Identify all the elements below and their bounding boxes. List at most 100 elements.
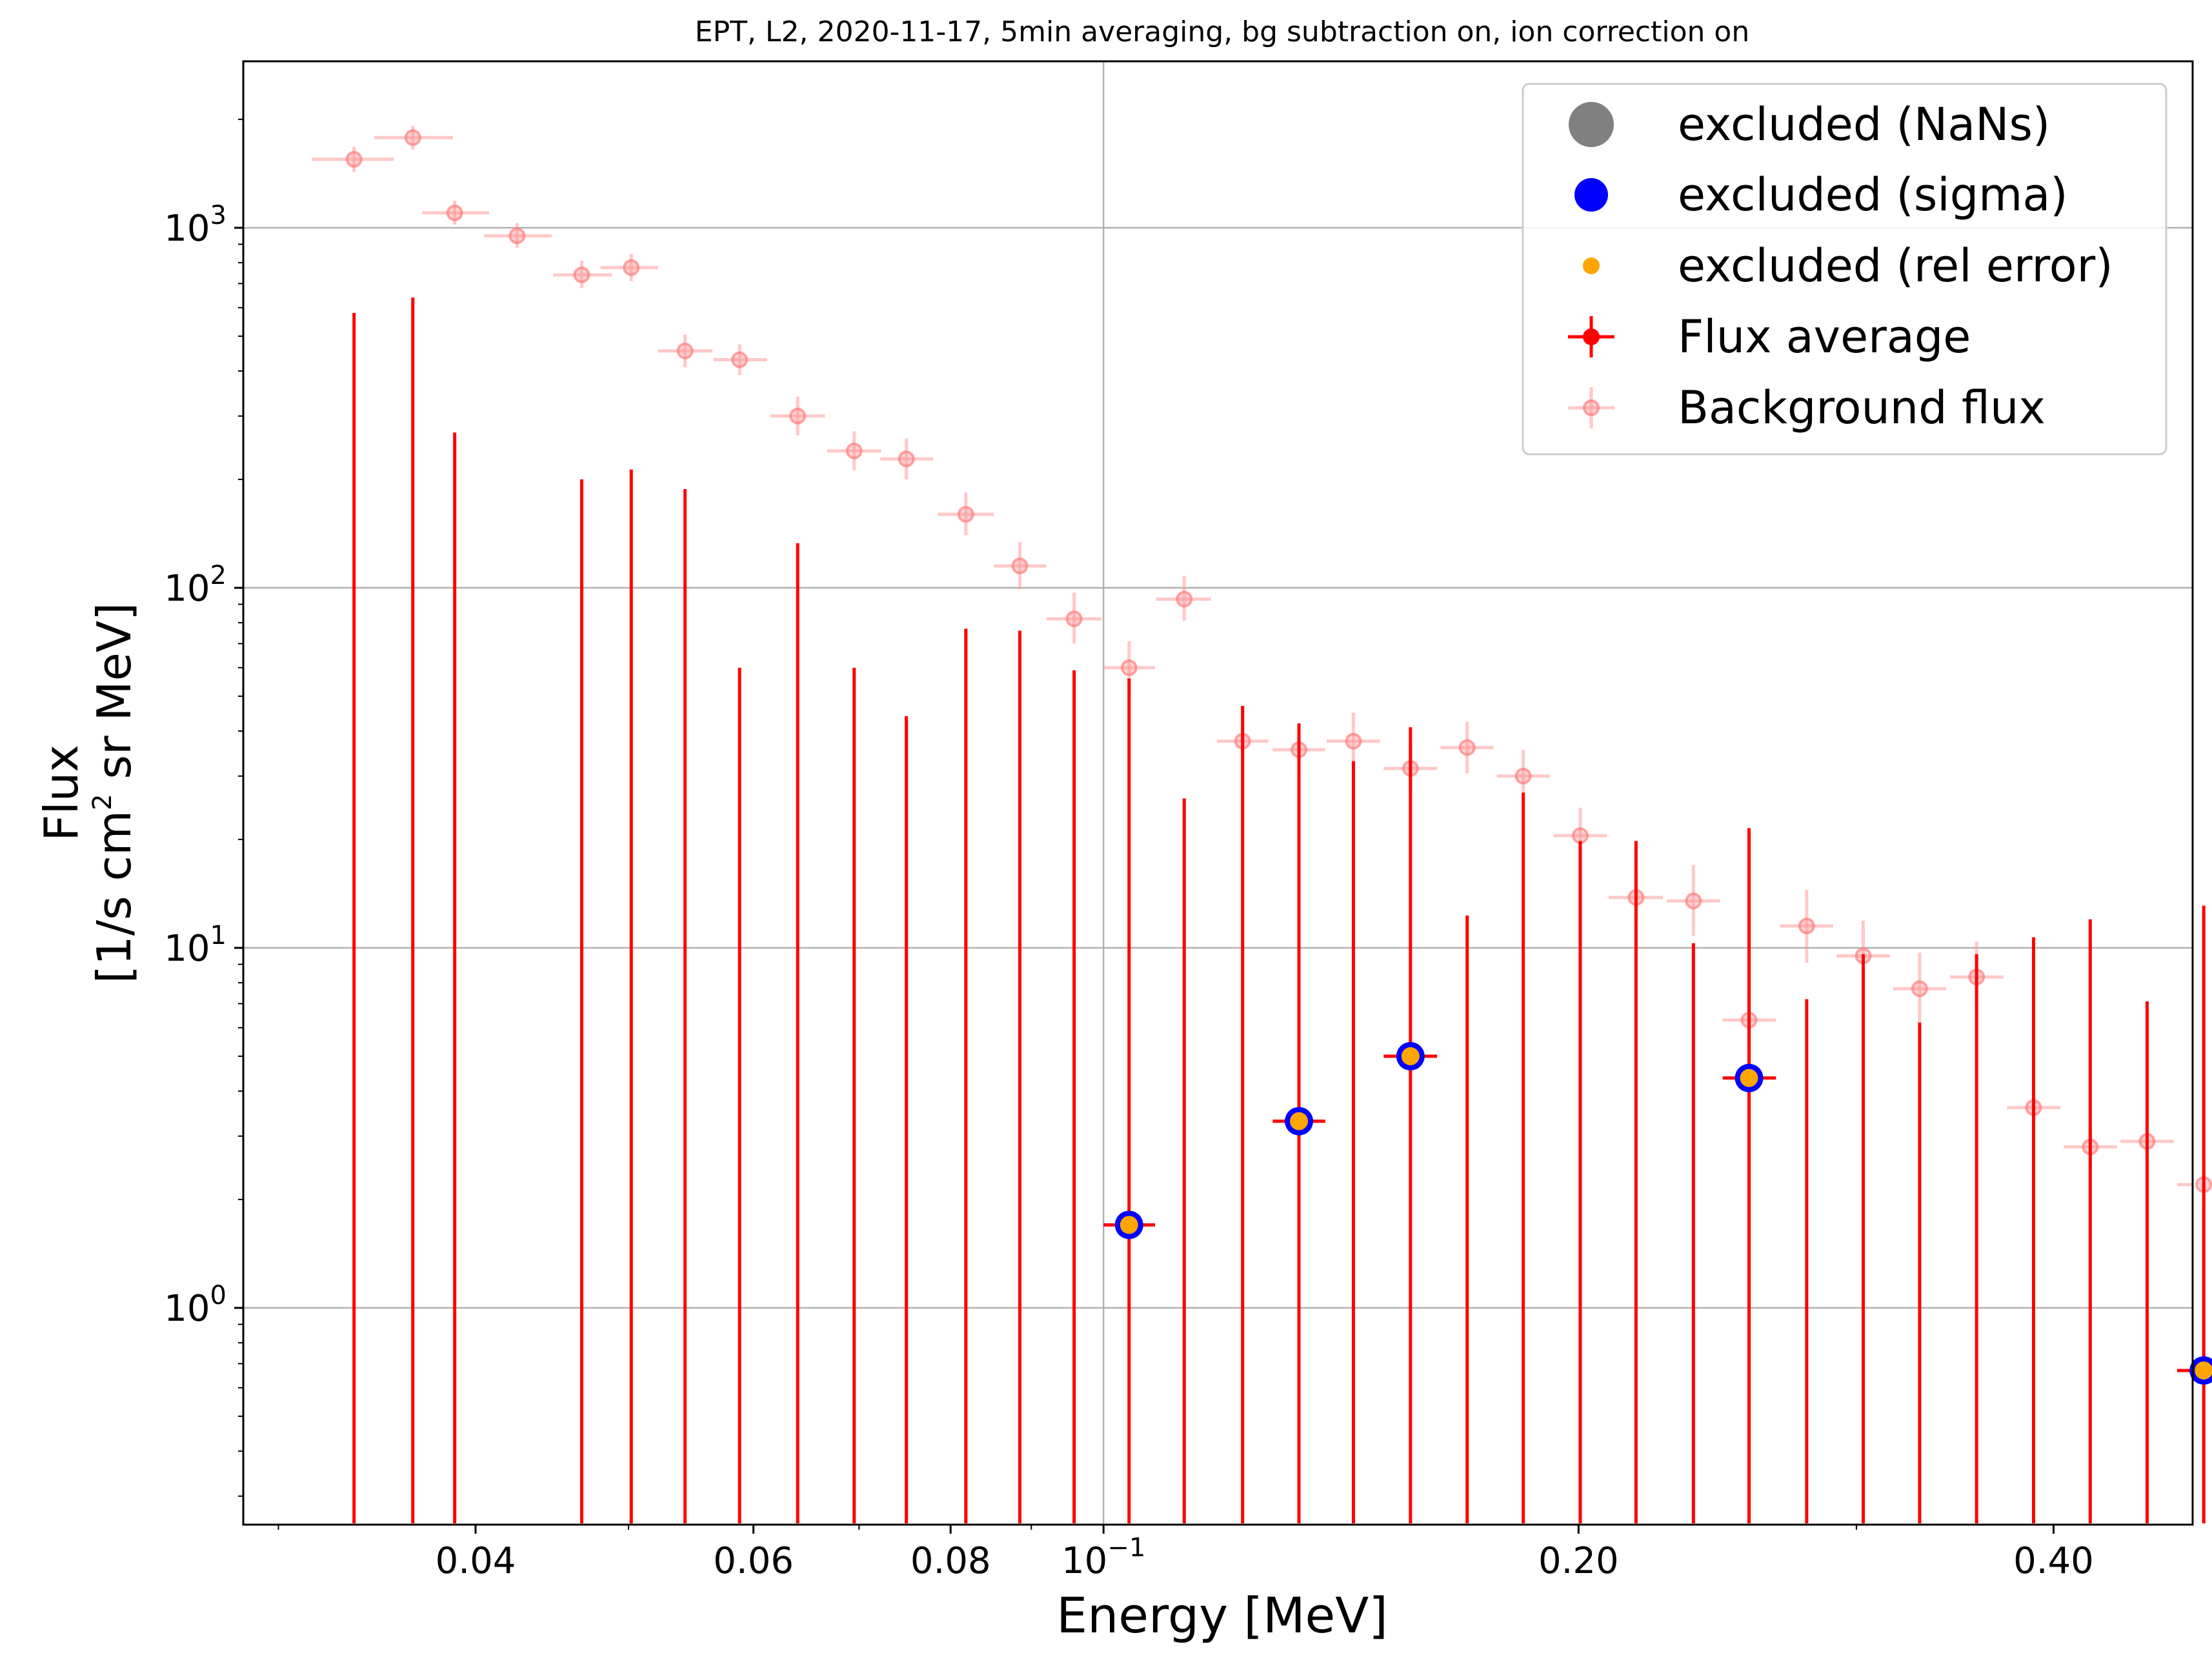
rel-error-marker (1120, 1216, 1138, 1234)
background-flux-point (658, 334, 712, 368)
y-tick-exponent: 0 (210, 1281, 226, 1310)
background-marker (1911, 980, 1928, 997)
legend-label-nans: excluded (NaNs) (1678, 98, 2050, 151)
background-flux-point (827, 431, 881, 470)
y-axis-label-sup: 2 (88, 794, 117, 810)
legend-item-flux: Flux average (1568, 310, 1971, 363)
background-flux-point (1440, 721, 1494, 774)
background-marker (1798, 917, 1815, 935)
legend-label-flux: Flux average (1678, 310, 1971, 363)
background-marker (345, 150, 363, 168)
y-axis-label-post: sr MeV] (87, 603, 141, 794)
background-marker (1514, 767, 1532, 785)
y-tick-base: 10 (164, 208, 210, 250)
excluded-sigma-point (1383, 1042, 1438, 1071)
background-marker (1345, 732, 1362, 750)
x-axis: 0.04 0.06 0.08 10−1 0.20 0.40 (277, 1525, 2094, 1582)
background-marker (676, 342, 694, 359)
background-marker (623, 259, 640, 276)
background-marker (731, 351, 749, 368)
x-tick-label: 0.20 (1538, 1540, 1619, 1582)
legend-marker-nans (1569, 102, 1614, 147)
rel-error-marker (1401, 1047, 1420, 1066)
legend-marker-bg (1583, 399, 1600, 416)
background-flux-point (938, 492, 994, 536)
x-axis-label: Energy [MeV] (1056, 1587, 1388, 1644)
x-tick-label: 0.06 (713, 1540, 794, 1582)
rel-error-marker (1740, 1068, 1758, 1087)
background-flux-point (422, 200, 490, 225)
grid-layer (243, 61, 2193, 1525)
legend-label-background: Background flux (1678, 381, 2046, 434)
legend-item-rel-error: excluded (rel error) (1583, 239, 2113, 292)
background-flux-point (880, 438, 934, 480)
y-tick-exponent: 2 (210, 561, 226, 590)
y-tick-exponent: 1 (210, 921, 226, 950)
chart-title: EPT, L2, 2020-11-17, 5min averaging, bg … (695, 15, 1749, 48)
legend-marker-rel-error (1583, 257, 1600, 274)
background-marker (446, 204, 463, 221)
legend-box (1522, 83, 2167, 456)
background-flux-point (1780, 889, 1833, 963)
background-flux-point (553, 261, 612, 288)
legend-item-background: Background flux (1568, 381, 2046, 434)
background-marker (1571, 827, 1589, 845)
y-tick-label: 101 (164, 921, 226, 970)
y-tick-base: 10 (164, 928, 210, 970)
background-marker (573, 266, 590, 283)
legend-label-sigma: excluded (sigma) (1678, 168, 2068, 221)
background-flux-point (994, 542, 1047, 590)
legend-item-nans: excluded (NaNs) (1569, 98, 2050, 151)
background-marker (404, 129, 421, 146)
x-tick-base: 10 (1061, 1540, 1107, 1582)
y-axis-label-pre: [1/s cm (87, 810, 141, 983)
background-flux-point (1327, 712, 1380, 767)
excluded-sigma-point (1103, 1210, 1155, 1239)
background-marker (1065, 610, 1083, 628)
x-tick-exponent: −1 (1107, 1533, 1145, 1563)
excluded-sigma-point (1272, 1107, 1325, 1136)
x-tick-base: 0.08 (910, 1540, 991, 1582)
y-tick-label: 100 (164, 1281, 226, 1330)
x-tick-label: 10−1 (1061, 1533, 1145, 1582)
background-marker (1120, 659, 1138, 676)
flux-average-layer (352, 297, 2206, 1523)
background-flux-point (484, 223, 552, 248)
x-tick-label: 0.40 (2013, 1540, 2094, 1582)
background-flux-point (1156, 576, 1211, 621)
excluded-sigma-layer (1103, 1042, 2212, 1385)
background-flux-point (770, 396, 825, 436)
y-tick-base: 10 (164, 568, 210, 610)
x-tick-base: 0.04 (436, 1540, 516, 1582)
excluded-sigma-point (1722, 1063, 1776, 1092)
background-marker (1685, 892, 1702, 910)
y-axis-label-line2: [1/s cm2 sr MeV] (87, 603, 141, 983)
y-tick-exponent: 3 (210, 201, 226, 230)
background-flux-point (713, 344, 767, 376)
background-marker (898, 450, 915, 468)
background-flux-point (312, 146, 394, 172)
background-flux-point (1046, 592, 1101, 644)
plot-area-frame (242, 60, 2194, 1526)
x-tick-label: 0.04 (436, 1540, 516, 1582)
x-tick-label: 0.08 (910, 1540, 991, 1582)
legend-label-rel-error: excluded (rel error) (1678, 239, 2113, 292)
background-flux-point (1496, 750, 1550, 802)
excluded-sigma-point (2177, 1356, 2212, 1385)
background-marker (508, 227, 526, 245)
background-flux-point (1893, 952, 1947, 1025)
y-tick-label: 103 (164, 201, 226, 250)
background-flux-point (600, 254, 658, 282)
x-tick-base: 0.06 (713, 1540, 794, 1582)
background-marker (1458, 739, 1476, 756)
x-tick-base: 0.20 (1538, 1540, 1619, 1582)
x-tick-base: 0.40 (2013, 1540, 2094, 1582)
legend: excluded (NaNs) excluded (sigma) exclude… (1522, 83, 2167, 456)
legend-marker-flux (1583, 328, 1600, 345)
background-marker (1011, 557, 1029, 575)
background-flux-point (374, 125, 453, 150)
background-marker (1176, 590, 1193, 608)
rel-error-marker (1290, 1112, 1309, 1130)
